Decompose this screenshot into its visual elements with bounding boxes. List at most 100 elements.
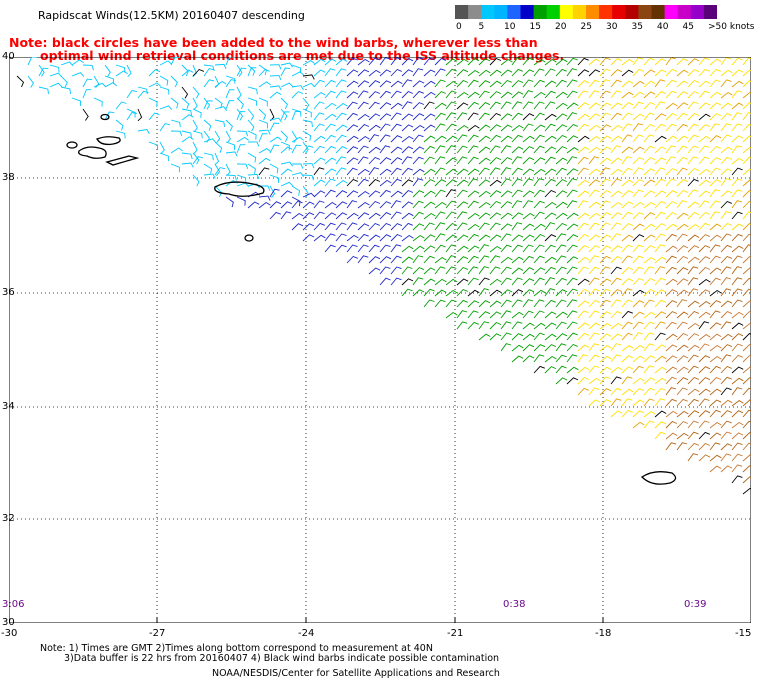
wind-barb xyxy=(225,100,235,110)
wind-barb xyxy=(632,266,644,275)
wind-barb xyxy=(599,366,612,374)
wind-barb xyxy=(709,91,722,99)
wind-barb xyxy=(632,146,645,154)
wind-barb xyxy=(434,91,447,99)
island-corvo xyxy=(100,113,110,121)
wind-barb xyxy=(742,102,751,110)
wind-barb xyxy=(489,80,502,88)
wind-barb xyxy=(687,223,700,231)
wind-barb xyxy=(203,173,216,179)
wind-barb xyxy=(720,200,732,209)
wind-barb xyxy=(467,69,480,77)
wind-barb xyxy=(676,398,688,407)
wind-barb xyxy=(720,387,732,396)
wind-barb xyxy=(467,300,480,308)
wind-barb xyxy=(665,68,677,77)
wind-barb xyxy=(731,366,744,374)
wind-barb xyxy=(489,157,502,165)
wind-barb xyxy=(599,146,612,154)
wind-barb xyxy=(500,178,512,187)
wind-barb xyxy=(357,113,370,121)
wind-barb xyxy=(665,321,677,330)
wind-barb xyxy=(313,211,325,220)
wind-barb xyxy=(467,79,479,88)
wind-barb xyxy=(445,289,458,297)
wind-barb xyxy=(742,123,751,132)
wind-barb xyxy=(522,310,534,319)
wind-barb xyxy=(489,179,502,187)
wind-barb xyxy=(412,223,425,231)
wind-barb xyxy=(346,178,358,187)
wind-barb xyxy=(731,69,744,77)
wind-barb xyxy=(27,57,37,66)
wind-barb xyxy=(390,200,402,209)
wind-barb xyxy=(390,266,402,275)
wind-barb xyxy=(555,167,567,176)
wind-barb xyxy=(698,311,711,319)
wind-barb xyxy=(599,68,611,77)
wind-barb xyxy=(698,234,711,242)
wind-barb xyxy=(379,234,392,242)
wind-barb xyxy=(357,145,369,154)
wind-barb xyxy=(610,310,623,319)
wind-barb xyxy=(522,267,535,275)
islands xyxy=(66,113,677,485)
wind-barb xyxy=(379,277,391,286)
wind-barb xyxy=(533,322,546,330)
wind-barb xyxy=(610,333,623,341)
wind-barb xyxy=(324,79,336,88)
wind-barb xyxy=(533,189,545,198)
wind-barb xyxy=(742,91,751,99)
wind-barb xyxy=(170,119,181,128)
wind-barb xyxy=(214,141,223,153)
wind-barb xyxy=(665,311,678,319)
wind-barb xyxy=(709,454,722,462)
wind-barb xyxy=(214,119,226,127)
wind-barb xyxy=(654,190,667,198)
wind-barb xyxy=(368,134,380,143)
wind-barb xyxy=(577,300,590,308)
wind-barb xyxy=(500,190,513,198)
wind-barb xyxy=(665,223,678,231)
wind-barb xyxy=(654,332,666,341)
wind-barb xyxy=(632,189,644,198)
wind-barb xyxy=(742,80,751,88)
wind-barb xyxy=(170,97,179,109)
wind-barb xyxy=(434,278,447,286)
wind-barb xyxy=(654,113,667,121)
wind-barb xyxy=(687,431,699,440)
wind-barb xyxy=(368,57,380,66)
legend-color-bar xyxy=(455,5,717,19)
wind-barb xyxy=(709,145,721,154)
wind-barb xyxy=(720,431,732,440)
wind-barb xyxy=(368,178,381,187)
wind-barb xyxy=(401,156,413,165)
wind-barb xyxy=(368,124,381,132)
wind-barb xyxy=(577,266,589,275)
wind-barb xyxy=(588,322,601,330)
wind-barb xyxy=(687,300,700,308)
wind-barb xyxy=(511,80,524,88)
wind-barb xyxy=(269,75,282,81)
wind-barb xyxy=(434,256,447,264)
wind-barb xyxy=(632,344,645,352)
wind-barb xyxy=(599,266,611,275)
footer-note-2: 3)Data buffer is 22 hrs from 20160407 4)… xyxy=(64,653,500,664)
wind-barb xyxy=(478,222,490,231)
wind-barb xyxy=(731,233,743,242)
wind-barb xyxy=(302,185,309,198)
wind-barb xyxy=(577,135,590,143)
wind-barb xyxy=(335,167,347,176)
wind-barb xyxy=(368,212,381,220)
latitude-label: 40 xyxy=(2,51,15,62)
wind-barb xyxy=(357,244,369,253)
wind-barb xyxy=(709,68,721,77)
wind-barb xyxy=(533,168,546,176)
wind-barb xyxy=(555,113,568,121)
wind-barb xyxy=(423,57,435,66)
wind-barb xyxy=(643,355,656,363)
wind-barb xyxy=(720,300,733,308)
wind-barb xyxy=(599,102,612,110)
wind-barb xyxy=(412,178,424,187)
wind-barb xyxy=(379,69,392,77)
